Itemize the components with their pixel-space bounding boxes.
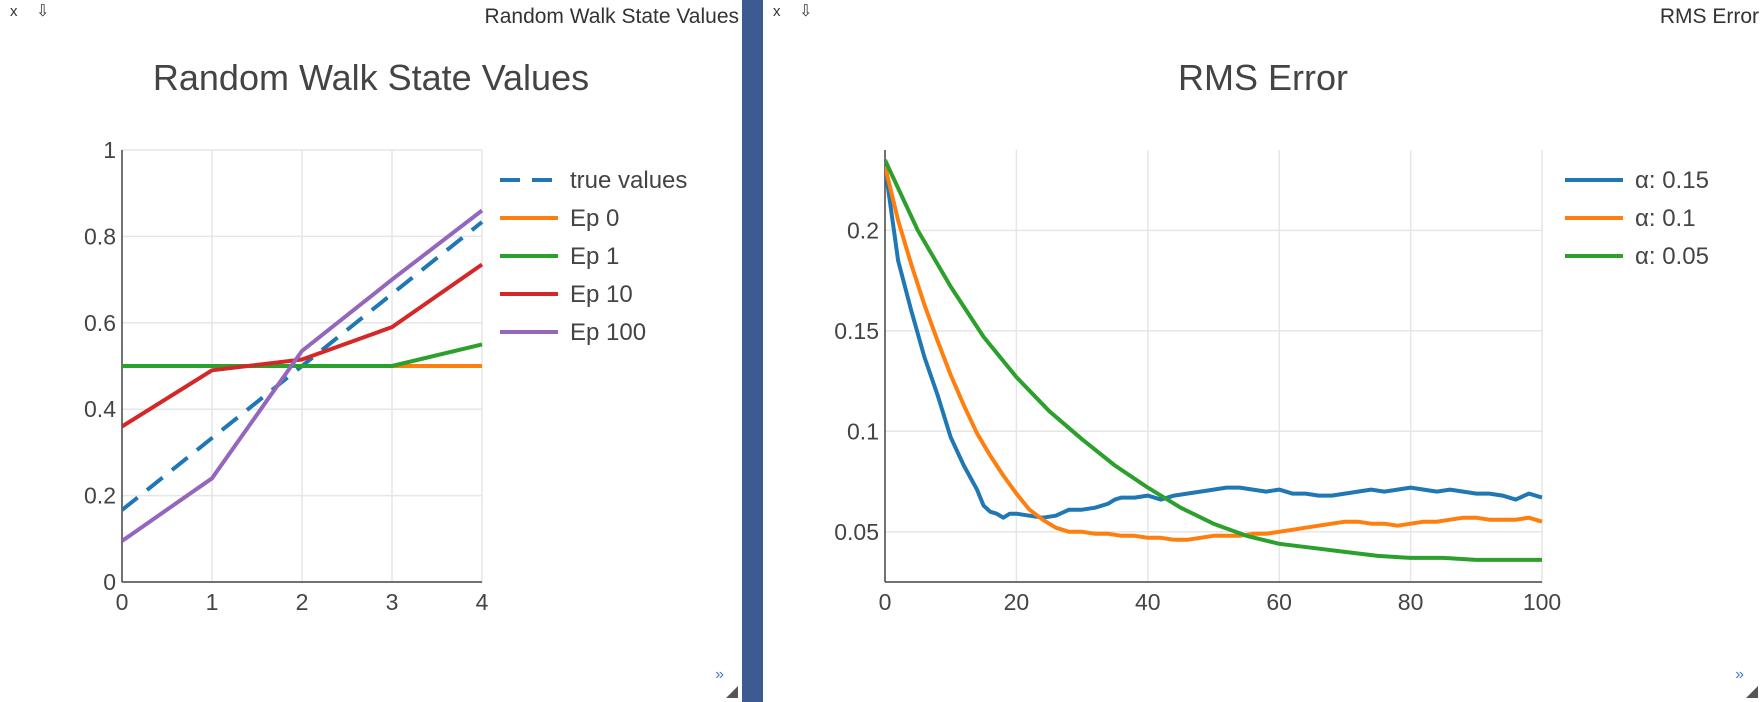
y-tick-label: 0.2 [84, 483, 116, 509]
more-options-icon[interactable]: » [1735, 666, 1744, 683]
x-tick-label: 3 [386, 589, 399, 615]
x-tick-label: 2 [296, 589, 309, 615]
y-tick-label: 0 [103, 569, 116, 595]
legend-label: Ep 0 [570, 205, 619, 232]
series-line-2 [122, 342, 483, 368]
x-tick-label: 100 [1523, 589, 1561, 615]
x-tick-label: 0 [116, 589, 129, 615]
right-pane: x ⇩ RMS Error RMS Error 0 20 40 60 80 100 0.05 0… [763, 0, 1762, 702]
x-tick-label: 80 [1398, 589, 1424, 615]
y-tick-label: 0.05 [834, 519, 879, 545]
y-tick-label: 0.4 [84, 396, 116, 422]
x-tick-label: 60 [1266, 589, 1292, 615]
series-line-3 [122, 262, 484, 429]
y-tick-label: 1 [103, 137, 116, 163]
legend-label: α: 0.15 [1635, 167, 1709, 194]
left-pane-toolbar: x ⇩ Random Walk State Values [0, 0, 742, 30]
state-values-chart: Random Walk State Values 0 1 2 3 4 0 0.2 0.4 0.6 0… [84, 57, 687, 615]
series-line-4 [122, 208, 484, 543]
chart-title: Random Walk State Values [153, 57, 589, 98]
x-tick-label: 1 [206, 589, 219, 615]
legend-label: Ep 10 [570, 281, 633, 308]
dock-icon[interactable]: ⇩ [36, 3, 50, 20]
x-tick-label: 4 [476, 589, 489, 615]
legend-label: Ep 100 [570, 319, 646, 346]
x-tick-label: 40 [1135, 589, 1161, 615]
x-tick-label: 0 [879, 589, 892, 615]
chart-title: RMS Error [1178, 57, 1348, 98]
dock-icon[interactable]: ⇩ [799, 3, 813, 20]
pane-title: Random Walk State Values [484, 5, 739, 28]
resize-handle-icon[interactable] [1746, 686, 1758, 698]
pane-title: RMS Error [1659, 5, 1759, 28]
left-pane: x ⇩ Random Walk State Values Random Walk… [0, 0, 742, 702]
legend-label: Ep 1 [570, 243, 619, 270]
close-icon[interactable]: x [773, 3, 781, 20]
y-tick-label: 0.8 [84, 223, 116, 249]
series-line-1 [885, 165, 1543, 542]
series-line-0 [885, 165, 1543, 520]
series-line-2 [885, 159, 1542, 562]
x-tick-label: 20 [1004, 589, 1030, 615]
y-tick-label: 0.2 [847, 217, 879, 243]
legend-label: true values [570, 167, 687, 194]
y-tick-label: 0.1 [847, 418, 879, 444]
resize-handle-icon[interactable] [726, 686, 738, 698]
legend-label: α: 0.1 [1635, 205, 1696, 232]
pane-divider[interactable] [742, 0, 763, 702]
y-tick-label: 0.15 [834, 318, 879, 344]
legend-label: α: 0.05 [1635, 243, 1709, 270]
rms-error-chart: RMS Error 0 20 40 60 80 100 0.05 0.1 0.15 0.2 α: 0.… [834, 57, 1709, 615]
y-tick-label: 0.6 [84, 310, 116, 336]
close-icon[interactable]: x [10, 3, 18, 20]
right-pane-toolbar: x ⇩ RMS Error [763, 0, 1762, 30]
more-options-icon[interactable]: » [715, 666, 724, 683]
